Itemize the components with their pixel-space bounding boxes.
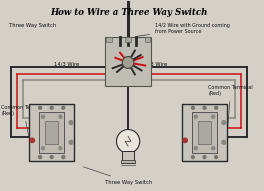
Text: 14/3 Wire: 14/3 Wire	[54, 62, 80, 67]
Bar	[182, 104, 227, 161]
Bar	[106, 37, 112, 42]
Bar	[39, 112, 64, 153]
Bar	[121, 160, 135, 163]
Bar	[105, 37, 151, 86]
Circle shape	[50, 106, 53, 109]
Bar	[198, 121, 211, 144]
Circle shape	[203, 156, 206, 159]
Circle shape	[212, 115, 215, 118]
Text: How to Wire a Three Way Switch: How to Wire a Three Way Switch	[50, 8, 208, 17]
Circle shape	[183, 138, 187, 142]
Circle shape	[69, 140, 73, 144]
Circle shape	[191, 106, 194, 109]
Circle shape	[203, 106, 206, 109]
Circle shape	[194, 147, 197, 150]
Circle shape	[39, 106, 41, 109]
Circle shape	[39, 156, 41, 159]
Circle shape	[194, 115, 197, 118]
Circle shape	[62, 106, 65, 109]
Text: Common Terminal
(Red): Common Terminal (Red)	[208, 85, 253, 138]
Bar	[45, 121, 58, 144]
Circle shape	[30, 138, 35, 142]
Text: Three Way Switch: Three Way Switch	[9, 23, 56, 28]
Text: 14/2 Wire with Ground coming
from Power Source: 14/2 Wire with Ground coming from Power …	[136, 23, 230, 36]
Circle shape	[41, 115, 44, 118]
Circle shape	[215, 106, 218, 109]
Circle shape	[122, 57, 134, 68]
Bar	[125, 37, 131, 42]
Circle shape	[191, 156, 194, 159]
Bar	[122, 151, 134, 161]
Text: Common Terminal
(Red): Common Terminal (Red)	[1, 105, 46, 138]
Circle shape	[222, 121, 226, 125]
Circle shape	[215, 156, 218, 159]
Circle shape	[41, 147, 44, 150]
Circle shape	[50, 156, 53, 159]
Circle shape	[212, 147, 215, 150]
Circle shape	[59, 115, 62, 118]
Bar	[192, 112, 217, 153]
Circle shape	[62, 156, 65, 159]
Circle shape	[69, 121, 73, 125]
Circle shape	[222, 140, 226, 144]
Circle shape	[116, 129, 140, 153]
Circle shape	[59, 147, 62, 150]
Bar	[144, 37, 150, 42]
Bar	[30, 104, 74, 161]
Text: 14/3 Wire: 14/3 Wire	[142, 62, 167, 67]
Text: Three Way Switch: Three Way Switch	[83, 167, 153, 185]
